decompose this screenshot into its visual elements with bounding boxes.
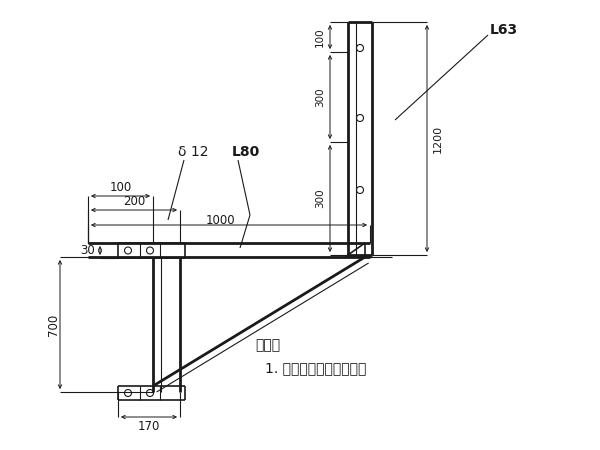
- Text: L80: L80: [232, 145, 260, 159]
- Text: 100: 100: [109, 181, 131, 194]
- Text: 说明：: 说明：: [255, 338, 280, 352]
- Text: 170: 170: [138, 420, 160, 433]
- Text: 300: 300: [315, 87, 325, 107]
- Text: 300: 300: [315, 189, 325, 208]
- Text: 1200: 1200: [433, 125, 443, 153]
- Text: 1. 图中尺寸均以毫米计。: 1. 图中尺寸均以毫米计。: [265, 361, 367, 375]
- Text: 700: 700: [47, 313, 61, 336]
- Text: L63: L63: [490, 23, 518, 37]
- Text: 100: 100: [315, 27, 325, 47]
- Text: 1000: 1000: [205, 214, 235, 227]
- Text: δ 12: δ 12: [178, 145, 209, 159]
- Text: 30: 30: [80, 244, 95, 257]
- Text: 200: 200: [123, 195, 145, 208]
